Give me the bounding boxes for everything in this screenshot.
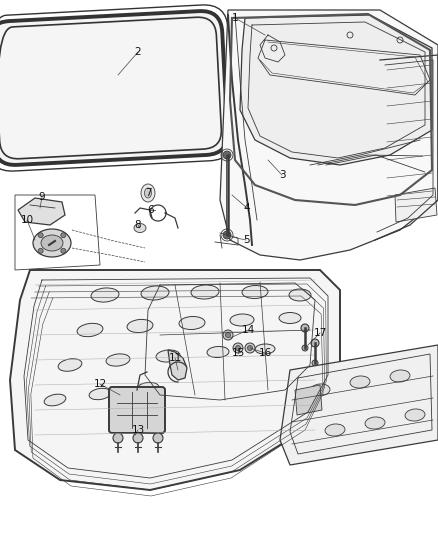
Text: 3: 3	[279, 170, 285, 180]
Ellipse shape	[289, 289, 311, 301]
Text: 7: 7	[145, 188, 151, 198]
Circle shape	[223, 151, 231, 159]
Ellipse shape	[145, 188, 152, 198]
Circle shape	[245, 343, 255, 353]
Text: 16: 16	[258, 348, 272, 358]
Ellipse shape	[127, 319, 153, 333]
Ellipse shape	[230, 314, 254, 326]
Circle shape	[226, 333, 230, 337]
Polygon shape	[280, 345, 438, 465]
Polygon shape	[295, 385, 322, 415]
Text: 17: 17	[313, 328, 327, 338]
Ellipse shape	[58, 359, 82, 372]
Circle shape	[61, 233, 66, 238]
Circle shape	[311, 339, 319, 347]
Circle shape	[113, 433, 123, 443]
Text: 15: 15	[231, 348, 245, 358]
Circle shape	[236, 345, 240, 351]
Ellipse shape	[44, 394, 66, 406]
Circle shape	[312, 360, 318, 366]
Polygon shape	[395, 188, 437, 222]
Text: 2: 2	[135, 47, 141, 57]
Ellipse shape	[405, 409, 425, 421]
Ellipse shape	[350, 376, 370, 388]
Ellipse shape	[137, 382, 159, 393]
Ellipse shape	[134, 223, 146, 232]
Ellipse shape	[141, 286, 169, 300]
Text: 14: 14	[241, 325, 254, 335]
Circle shape	[233, 343, 243, 353]
Polygon shape	[168, 350, 187, 380]
Text: 10: 10	[21, 215, 34, 225]
Polygon shape	[240, 15, 432, 165]
Ellipse shape	[242, 286, 268, 298]
Ellipse shape	[141, 184, 155, 202]
Ellipse shape	[33, 229, 71, 257]
Text: 5: 5	[243, 235, 249, 245]
Circle shape	[133, 433, 143, 443]
Circle shape	[38, 233, 43, 238]
Text: 11: 11	[168, 353, 182, 363]
Ellipse shape	[77, 324, 103, 337]
Ellipse shape	[156, 350, 180, 362]
Ellipse shape	[365, 417, 385, 429]
Ellipse shape	[41, 235, 63, 251]
Circle shape	[61, 248, 66, 253]
Text: 13: 13	[131, 425, 145, 435]
Text: 8: 8	[135, 220, 141, 230]
Circle shape	[301, 324, 309, 332]
Ellipse shape	[255, 344, 275, 354]
Circle shape	[153, 433, 163, 443]
Polygon shape	[220, 10, 438, 260]
Text: 9: 9	[39, 192, 45, 202]
Polygon shape	[10, 270, 340, 490]
Circle shape	[223, 330, 233, 340]
Ellipse shape	[390, 370, 410, 382]
Ellipse shape	[325, 424, 345, 436]
Text: 12: 12	[93, 379, 106, 389]
Text: 1: 1	[232, 13, 238, 23]
FancyBboxPatch shape	[109, 387, 165, 433]
Circle shape	[223, 231, 231, 239]
Ellipse shape	[106, 354, 130, 366]
Ellipse shape	[89, 389, 111, 400]
Ellipse shape	[179, 317, 205, 329]
Text: 4: 4	[244, 203, 250, 213]
Ellipse shape	[207, 346, 229, 358]
Ellipse shape	[310, 384, 330, 396]
Circle shape	[302, 345, 308, 351]
Ellipse shape	[91, 288, 119, 302]
Ellipse shape	[279, 312, 301, 324]
Ellipse shape	[191, 285, 219, 299]
Circle shape	[38, 248, 43, 253]
Text: 6: 6	[148, 205, 154, 215]
Polygon shape	[18, 198, 65, 225]
Circle shape	[247, 345, 252, 351]
FancyBboxPatch shape	[0, 11, 227, 165]
